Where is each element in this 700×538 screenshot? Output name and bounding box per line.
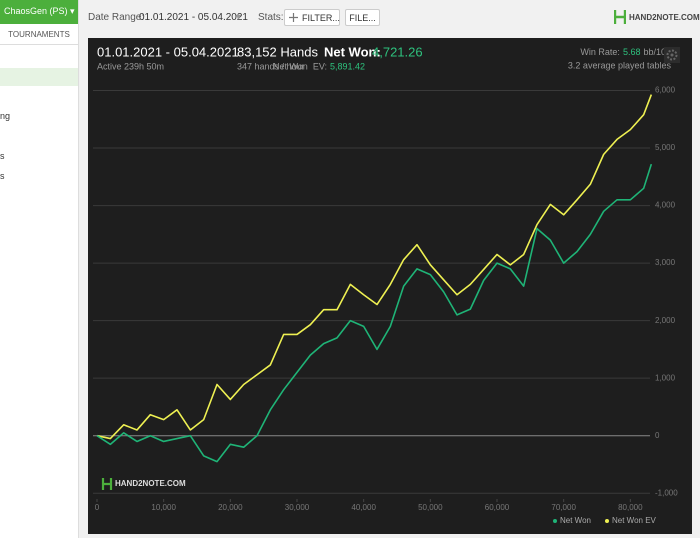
x-tick-label: 0	[95, 503, 100, 512]
x-tick-label: 20,000	[218, 503, 243, 512]
x-tick-label: 10,000	[151, 503, 176, 512]
plus-icon	[289, 13, 298, 22]
watermark: HAND2NOTE.COM	[115, 479, 186, 488]
caret: ▾	[70, 6, 75, 16]
ev-label: Net Won EV:	[273, 61, 327, 71]
x-tick-label: 60,000	[485, 503, 510, 512]
y-tick-label: -1,000	[655, 488, 678, 497]
legend-label: Net Won EV	[612, 516, 657, 525]
win-rate-unit: bb/100	[643, 47, 671, 57]
y-tick-label: 2,000	[655, 316, 676, 325]
filter-text: FILTER...	[302, 13, 340, 23]
date-range: 01.01.2021 - 05.04.2021	[97, 44, 239, 59]
win-rate-label: Win Rate:	[580, 47, 620, 57]
x-tick-label: 40,000	[351, 503, 376, 512]
y-tick-label: 3,000	[655, 258, 676, 267]
y-tick-label: 4,000	[655, 201, 676, 210]
x-tick-label: 80,000	[618, 503, 643, 512]
legend-label: Net Won	[560, 516, 591, 525]
net-won-label: Net Won:	[324, 44, 381, 59]
y-tick-label: 1,000	[655, 373, 676, 382]
sidebar: ChaosGen (PS) ▾ TOURNAMENTS ng s s	[0, 0, 79, 538]
y-tick-label: 6,000	[655, 86, 676, 95]
account-selector[interactable]: ChaosGen (PS) ▾	[0, 0, 78, 24]
chart: 01.01.2021 - 05.04.2021 Active 239h 50m …	[88, 38, 692, 534]
menu-item[interactable]: s	[0, 171, 5, 181]
x-tick-label: 70,000	[551, 503, 576, 512]
caret[interactable]: ▾	[236, 12, 242, 23]
tab[interactable]: TOURNAMENTS	[0, 26, 78, 45]
hands-per-hour: 347 hands / hour	[237, 61, 305, 71]
menu-item[interactable]: ng	[0, 111, 11, 121]
x-tick-label: 30,000	[285, 503, 310, 512]
net-won: 4,721.26	[372, 44, 423, 59]
active-time: Active 239h 50m	[97, 61, 164, 71]
win-rate: Win Rate: 5.68 bb/100	[580, 47, 671, 57]
logo: HAND2NOTE.COM	[629, 13, 700, 22]
win-rate-value: 5.68	[623, 47, 641, 57]
stats-label: Stats:	[258, 12, 284, 23]
selected-row[interactable]	[0, 68, 78, 86]
ev-value: 5,891.42	[330, 61, 365, 71]
settings-icon[interactable]	[664, 47, 680, 63]
menu-item[interactable]: s	[0, 151, 5, 161]
filter-button[interactable]: FILTER...	[284, 9, 340, 26]
account-name: ChaosGen (PS)	[4, 6, 68, 16]
date-label: Date Range:	[88, 12, 145, 23]
series-line	[96, 163, 653, 463]
file-button[interactable]: FILE...	[345, 9, 380, 26]
legend-swatch	[553, 519, 557, 523]
legend-swatch	[605, 519, 609, 523]
y-tick-label: 5,000	[655, 143, 676, 152]
tables: 3.2 average played tables	[568, 60, 672, 70]
hands: 83,152 Hands	[237, 44, 318, 59]
y-tick-label: 0	[655, 431, 660, 440]
watermark-icon	[101, 478, 113, 490]
date-value[interactable]: 01.01.2021 - 05.04.2021	[139, 12, 248, 23]
series-line	[96, 94, 653, 440]
logo-icon	[614, 10, 626, 24]
x-tick-label: 50,000	[418, 503, 443, 512]
